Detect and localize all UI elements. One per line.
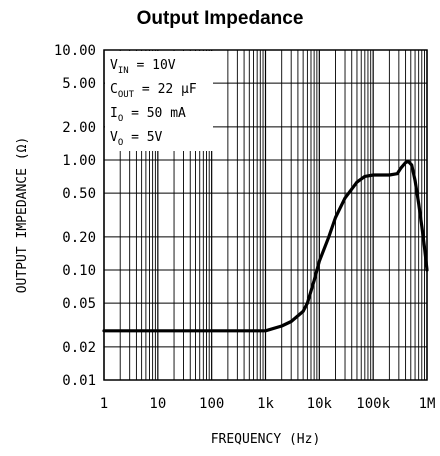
y-tick-label: 0.20: [62, 230, 96, 246]
y-tick-label: 1.00: [62, 153, 96, 169]
x-tick-label: 1k: [257, 396, 274, 412]
annotation-box: [105, 51, 213, 151]
annotation-line: VIN = 10V: [110, 58, 176, 76]
x-tick-label: 10: [149, 396, 166, 412]
y-tick-label: 0.10: [62, 263, 96, 279]
x-tick-labels: 1 10 100 1k 10k 100k 1M: [100, 396, 436, 412]
annotation-block: VIN = 10V COUT = 22 μF IO = 50 mA VO = 5V: [110, 58, 197, 148]
annotation-line: IO = 50 mA: [110, 106, 186, 124]
annotation-line: VO = 5V: [110, 130, 163, 148]
x-tick-label: 1: [100, 396, 108, 412]
annotation-line: COUT = 22 μF: [110, 82, 197, 100]
plot-frame: [103, 49, 428, 381]
y-tick-labels: 10.00 5.00 2.00 1.00 0.50 0.20 0.10 0.05 0.02 0.0…: [54, 43, 96, 389]
y-tick-label: 2.00: [62, 120, 96, 136]
y-tick-label: 0.05: [62, 296, 96, 312]
impedance-curve: [102, 159, 429, 333]
x-tick-label: 1M: [419, 396, 436, 412]
x-axis-label: FREQUENCY (Hz): [211, 432, 321, 447]
chart-title: Output Impedance: [136, 8, 304, 29]
y-tick-label: 0.01: [62, 373, 96, 389]
x-tick-label: 100k: [356, 396, 390, 412]
y-tick-label: 0.02: [62, 340, 96, 356]
y-axis-label: OUTPUT IMPEDANCE (Ω): [15, 137, 30, 294]
x-tick-label: 10k: [307, 396, 333, 412]
y-tick-label: 10.00: [54, 43, 96, 59]
y-tick-label: 0.50: [62, 186, 96, 202]
y-tick-label: 5.00: [62, 76, 96, 92]
x-tick-label: 100: [199, 396, 224, 412]
